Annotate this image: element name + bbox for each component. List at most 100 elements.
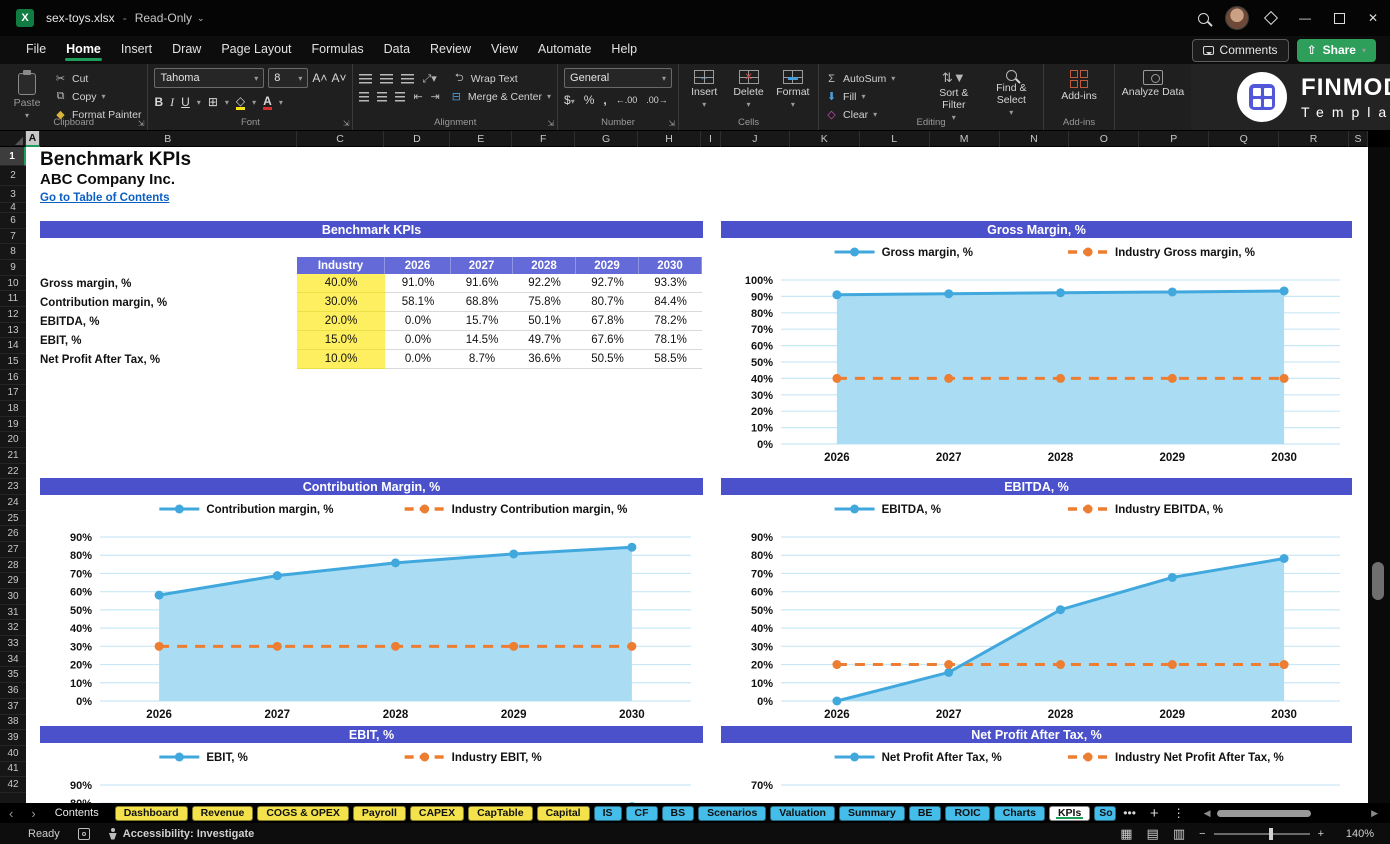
addins-button[interactable]: Add-ins — [1050, 68, 1108, 102]
row-header-29[interactable]: 29 — [0, 573, 26, 590]
underline-button[interactable]: U — [181, 95, 190, 109]
find-select-button[interactable]: Find & Select ▾ — [986, 68, 1037, 122]
sheet-options-button[interactable]: ⋮ — [1172, 806, 1185, 820]
row-header-7[interactable]: 7 — [0, 229, 26, 245]
shrink-font-button[interactable]: A˅ — [331, 71, 347, 85]
row-header-40[interactable]: 40 — [0, 746, 26, 762]
borders-button[interactable]: ⊞ — [207, 95, 218, 109]
column-header-K[interactable]: K — [790, 131, 860, 147]
select-all-corner[interactable] — [0, 131, 26, 147]
row-header-33[interactable]: 33 — [0, 636, 26, 652]
font-name-select[interactable]: Tahoma ▾ — [154, 68, 265, 88]
row-header-31[interactable]: 31 — [0, 605, 26, 621]
next-sheet-button[interactable]: › — [31, 805, 36, 821]
sheet-tab-cf[interactable]: CF — [625, 805, 658, 821]
sheet-tab-capital[interactable]: Capital — [536, 805, 590, 821]
column-header-D[interactable]: D — [384, 131, 451, 147]
paste-button[interactable]: Paste ▾ — [6, 68, 48, 122]
font-color-button[interactable]: A — [263, 94, 272, 110]
sheet-tab-captable[interactable]: CapTable — [468, 805, 533, 821]
font-dialog-launcher[interactable]: ⇲ — [342, 119, 350, 128]
row-header-42[interactable]: 42 — [0, 777, 26, 793]
maximize-button[interactable] — [1322, 0, 1356, 36]
menu-tab-formulas[interactable]: Formulas — [311, 42, 364, 56]
menu-tab-page-layout[interactable]: Page Layout — [221, 42, 292, 56]
italic-button[interactable]: I — [170, 94, 175, 109]
column-header-I[interactable]: I — [701, 131, 721, 147]
row-header-1[interactable]: 1 — [0, 147, 26, 166]
align-right-button[interactable] — [395, 91, 406, 102]
column-header-F[interactable]: F — [512, 131, 576, 147]
row-header-10[interactable]: 10 — [0, 276, 26, 292]
clear-button[interactable]: ◇ Clear ▾ — [825, 107, 922, 122]
accounting-format-button[interactable]: $▾ — [564, 93, 575, 107]
row-header-15[interactable]: 15 — [0, 354, 26, 370]
wrap-text-button[interactable]: ⮌ Wrap Text — [453, 71, 518, 86]
row-header-24[interactable]: 24 — [0, 495, 26, 511]
grow-font-button[interactable]: A˄ — [312, 71, 328, 85]
sheet-tab-is[interactable]: IS — [593, 805, 622, 821]
delete-cells-button[interactable]: ✕ Delete ▾ — [733, 70, 764, 109]
row-header-18[interactable]: 18 — [0, 401, 26, 417]
insert-cells-button[interactable]: ← Insert ▾ — [691, 70, 718, 109]
column-header-L[interactable]: L — [860, 131, 930, 147]
row-header-32[interactable]: 32 — [0, 620, 26, 637]
clipboard-dialog-launcher[interactable]: ⇲ — [137, 119, 145, 128]
borders-chevron-icon[interactable]: ▾ — [224, 97, 229, 107]
sheet-tab-cogs-opex[interactable]: COGS & OPEX — [257, 805, 349, 821]
read-only-badge[interactable]: Read-Only — [134, 11, 193, 25]
sheet-tab-roic[interactable]: ROIC — [945, 805, 990, 821]
sheet-tab-scenarios[interactable]: Scenarios — [698, 805, 767, 821]
row-header-30[interactable]: 30 — [0, 589, 26, 605]
menu-tab-file[interactable]: File — [26, 42, 47, 56]
close-button[interactable]: ✕ — [1367, 11, 1379, 25]
sheet-tab-dashboard[interactable]: Dashboard — [114, 805, 188, 821]
cut-button[interactable]: ✂ Cut — [55, 72, 89, 86]
sheet-tab-charts[interactable]: Charts — [993, 805, 1045, 821]
row-header-26[interactable]: 26 — [0, 526, 26, 543]
bold-button[interactable]: B — [154, 95, 164, 109]
sheet-tab-capex[interactable]: CAPEX — [409, 805, 465, 821]
comments-button[interactable]: Comments — [1191, 38, 1289, 62]
fill-button[interactable]: ⬇ Fill ▾ — [826, 90, 866, 104]
increase-decimal-button[interactable]: ←.00 — [615, 95, 638, 105]
row-header-12[interactable]: 12 — [0, 307, 26, 323]
share-button[interactable]: ⇧ Share ▾ — [1296, 38, 1376, 62]
sheet-tab-kpis[interactable]: KPIs — [1048, 805, 1091, 821]
column-header-G[interactable]: G — [575, 131, 639, 147]
column-header-Q[interactable]: Q — [1209, 131, 1280, 147]
sheet-tab-so[interactable]: So — [1094, 805, 1117, 821]
sort-filter-button[interactable]: ⇅▼ Sort & Filter ▾ — [939, 70, 969, 123]
row-header-36[interactable]: 36 — [0, 683, 26, 699]
sheet-tab-revenue[interactable]: Revenue — [191, 805, 254, 821]
row-header-9[interactable]: 9 — [0, 260, 26, 276]
page-break-view-button[interactable]: ▥ — [1172, 825, 1186, 841]
row-header-4[interactable]: 4 — [0, 202, 26, 213]
row-header-20[interactable]: 20 — [0, 432, 26, 449]
format-painter-button[interactable]: ◆ Format Painter — [54, 107, 141, 122]
row-header-39[interactable]: 39 — [0, 730, 26, 746]
worksheet[interactable]: 1 2 3 4 6 7 8 9 10 11 12 13 14 15 16 17 18 19 20 21 22 23 24 25… — [0, 147, 1368, 803]
minimize-button[interactable]: — — [1299, 11, 1311, 25]
column-header-H[interactable]: H — [638, 131, 701, 147]
number-dialog-launcher[interactable]: ⇲ — [668, 119, 676, 128]
row-header-16[interactable]: 16 — [0, 370, 26, 386]
accessibility-status[interactable]: Accessibility: Investigate — [108, 827, 254, 840]
column-header-P[interactable]: P — [1139, 131, 1210, 147]
menu-tab-review[interactable]: Review — [430, 42, 472, 56]
align-left-button[interactable] — [359, 91, 370, 102]
increase-indent-button[interactable]: ⇥ — [430, 91, 440, 103]
normal-view-button[interactable]: ▦ — [1120, 825, 1133, 841]
row-header-14[interactable]: 14 — [0, 338, 26, 355]
more-sheets-button[interactable]: ••• — [1123, 806, 1136, 820]
title-chevron-icon[interactable]: ⌄ — [197, 12, 205, 23]
row-header-2[interactable]: 2 — [0, 166, 26, 186]
zoom-in-button[interactable]: + — [1317, 827, 1324, 840]
row-header-3[interactable]: 3 — [0, 186, 26, 203]
row-header-8[interactable]: 8 — [0, 244, 26, 261]
column-header-M[interactable]: M — [930, 131, 1000, 147]
search-button[interactable] — [1186, 0, 1220, 36]
menu-tab-view[interactable]: View — [491, 42, 518, 56]
column-header-J[interactable]: J — [721, 131, 790, 147]
menu-tab-draw[interactable]: Draw — [172, 42, 202, 56]
